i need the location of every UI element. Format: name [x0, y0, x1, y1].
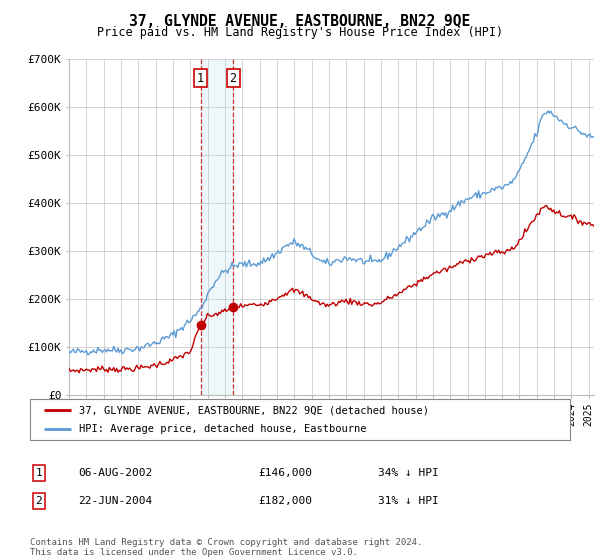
- Text: 2: 2: [230, 72, 236, 85]
- Text: 37, GLYNDE AVENUE, EASTBOURNE, BN22 9QE (detached house): 37, GLYNDE AVENUE, EASTBOURNE, BN22 9QE …: [79, 405, 428, 415]
- Bar: [200, 59, 233, 395]
- Text: 1: 1: [35, 468, 43, 478]
- Text: 1: 1: [197, 72, 204, 85]
- Text: HPI: Average price, detached house, Eastbourne: HPI: Average price, detached house, East…: [79, 424, 366, 433]
- Text: 34% ↓ HPI: 34% ↓ HPI: [378, 468, 439, 478]
- Text: Price paid vs. HM Land Registry's House Price Index (HPI): Price paid vs. HM Land Registry's House …: [97, 26, 503, 39]
- Text: 2: 2: [35, 496, 43, 506]
- Text: 06-AUG-2002: 06-AUG-2002: [78, 468, 152, 478]
- Text: 31% ↓ HPI: 31% ↓ HPI: [378, 496, 439, 506]
- Text: £182,000: £182,000: [258, 496, 312, 506]
- Text: £146,000: £146,000: [258, 468, 312, 478]
- Text: 22-JUN-2004: 22-JUN-2004: [78, 496, 152, 506]
- Text: Contains HM Land Registry data © Crown copyright and database right 2024.
This d: Contains HM Land Registry data © Crown c…: [30, 538, 422, 557]
- Text: 37, GLYNDE AVENUE, EASTBOURNE, BN22 9QE: 37, GLYNDE AVENUE, EASTBOURNE, BN22 9QE: [130, 14, 470, 29]
